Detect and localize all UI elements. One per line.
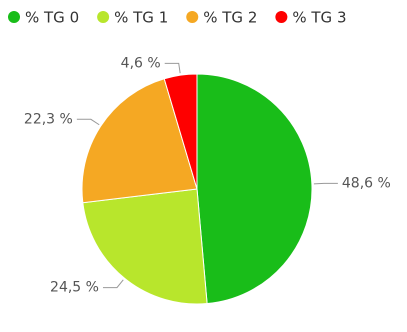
legend-marker	[97, 11, 110, 23]
legend-label: % TG 1	[114, 9, 168, 27]
pie-slice	[82, 188, 208, 305]
data-label: 48,6 %	[342, 175, 391, 191]
data-label: 24,5 %	[50, 280, 99, 296]
leader-line	[76, 118, 100, 126]
legend-marker	[275, 11, 288, 23]
pie-slice	[81, 78, 198, 204]
leader-line	[102, 279, 124, 289]
leader-line	[164, 62, 181, 74]
data-label: 22,3 %	[24, 111, 73, 127]
legend-label: % TG 0	[25, 9, 79, 27]
legend-marker	[186, 11, 199, 23]
legend-label: % TG 2	[203, 9, 257, 27]
pie-slice	[196, 73, 313, 305]
legend-marker	[8, 11, 20, 23]
data-label: 4,6 %	[121, 55, 161, 71]
pie-slice	[163, 73, 198, 190]
legend-label: % TG 3	[292, 9, 346, 27]
